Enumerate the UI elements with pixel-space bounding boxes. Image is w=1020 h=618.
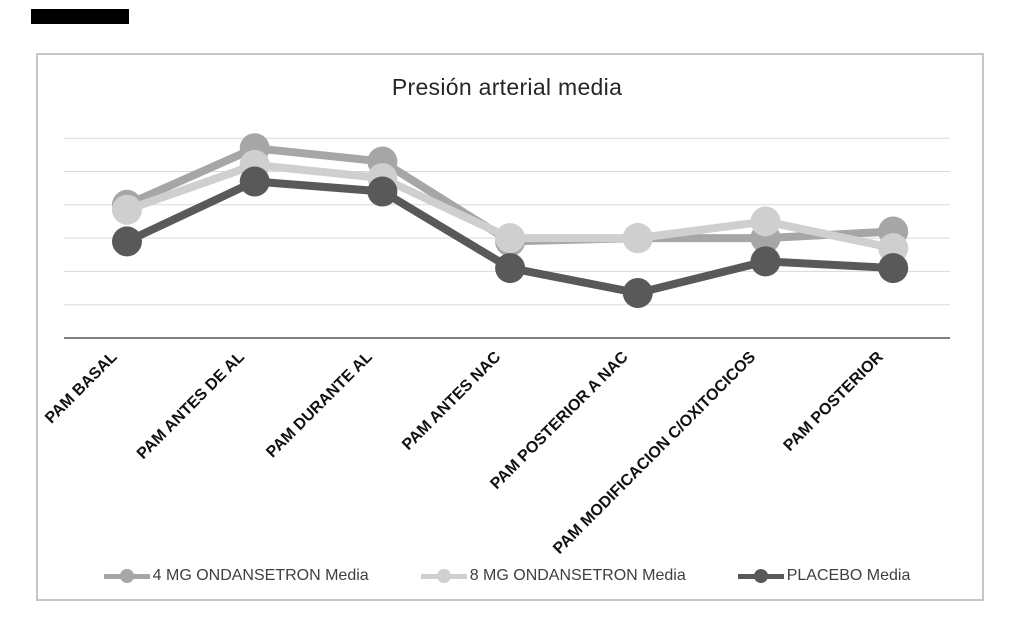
chart-title: Presión arterial media bbox=[391, 74, 623, 100]
data-point-marker bbox=[495, 223, 526, 254]
data-point-marker bbox=[750, 206, 781, 237]
scan-artifact-mark bbox=[31, 9, 129, 24]
data-point-marker bbox=[112, 194, 142, 225]
legend-line-marker-icon bbox=[103, 569, 150, 583]
legend-label: 8 MG ONDANSETRON Media bbox=[469, 567, 686, 584]
legend-dot-icon bbox=[119, 569, 134, 583]
legend-label: 4 MG ONDANSETRON Media bbox=[152, 567, 369, 584]
data-point-marker bbox=[367, 176, 398, 207]
legend-item: 8 MG ONDANSETRON Media bbox=[420, 567, 686, 585]
data-point-marker bbox=[622, 223, 653, 254]
legend: 4 MG ONDANSETRON Media 8 MG ONDANSETRON M… bbox=[64, 563, 950, 589]
data-point-marker bbox=[239, 166, 270, 197]
legend-item: 4 MG ONDANSETRON Media bbox=[103, 567, 369, 585]
data-point-marker bbox=[622, 278, 653, 309]
data-point-marker bbox=[878, 253, 909, 284]
data-point-marker bbox=[495, 253, 526, 284]
legend-dot-icon bbox=[753, 569, 768, 583]
legend-dot-icon bbox=[436, 569, 451, 583]
legend-label: PLACEBO Media bbox=[786, 567, 911, 584]
chart-frame bbox=[36, 53, 984, 601]
data-point-marker bbox=[750, 246, 781, 277]
legend-line-marker-icon bbox=[420, 569, 467, 583]
legend-line-marker-icon bbox=[737, 569, 784, 583]
legend-item: PLACEBO Media bbox=[737, 567, 911, 585]
data-point-marker bbox=[112, 226, 142, 257]
